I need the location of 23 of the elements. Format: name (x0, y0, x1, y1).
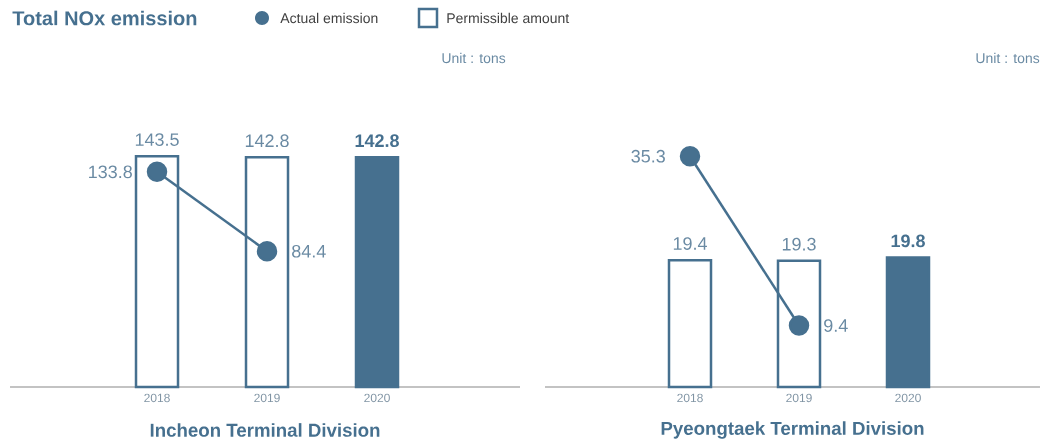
x-tick-label: 2019 (254, 393, 280, 403)
legend-label: Actual emission (280, 12, 378, 24)
x-tick-label: 2020 (364, 393, 390, 403)
x-tick-label: 2018 (144, 393, 170, 403)
legend-label: Permissible amount (447, 12, 570, 24)
data-label: 19.4 (673, 237, 707, 250)
data-label: 35.3 (631, 149, 665, 163)
data-label: 133.8 (89, 165, 132, 179)
x-tick-label: 2020 (895, 393, 921, 403)
data-label: 142.8 (355, 134, 399, 148)
data-label: 9.4 (824, 319, 848, 332)
chart-title: Total NOx emission (12, 10, 197, 26)
data-label: 142.8 (245, 134, 289, 148)
text: Unit : tons (976, 52, 1040, 64)
x-axis-title: Incheon Terminal Division (150, 423, 380, 437)
data-label: 19.3 (782, 237, 816, 251)
x-axis-title: Pyeongtaek Terminal Division (661, 421, 924, 439)
x-tick-label: 2018 (677, 393, 703, 403)
data-label: 84.4 (292, 244, 326, 258)
x-tick-label: 2019 (786, 393, 812, 403)
text: Unit : tons (442, 52, 506, 64)
data-label: 143.5 (135, 133, 179, 146)
data-label: 19.8 (891, 234, 925, 248)
